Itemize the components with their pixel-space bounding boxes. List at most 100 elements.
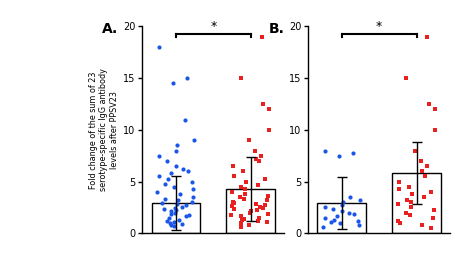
Point xyxy=(181,117,188,122)
Point xyxy=(424,35,431,39)
Point xyxy=(170,81,177,85)
Point xyxy=(394,202,401,206)
Point xyxy=(403,198,411,202)
Point xyxy=(154,190,161,194)
Point xyxy=(179,205,186,209)
Point xyxy=(183,76,191,80)
Point xyxy=(240,197,247,201)
Point xyxy=(411,148,419,153)
Point xyxy=(431,128,439,132)
Point xyxy=(176,192,183,196)
Point xyxy=(408,192,416,196)
Point xyxy=(237,214,245,218)
Point xyxy=(185,213,193,217)
Text: B.: B. xyxy=(268,22,284,36)
Point xyxy=(175,218,182,222)
Point xyxy=(259,206,267,210)
Point xyxy=(188,179,196,184)
Point xyxy=(167,211,174,216)
Point xyxy=(171,206,178,210)
Point xyxy=(431,107,438,111)
Point xyxy=(396,187,403,191)
Point xyxy=(172,208,179,213)
Point xyxy=(407,200,414,204)
Point xyxy=(228,190,236,194)
Point xyxy=(263,220,271,224)
Point xyxy=(167,223,174,227)
Point xyxy=(237,76,244,80)
Text: A.: A. xyxy=(102,22,118,36)
Point xyxy=(261,177,268,182)
Point xyxy=(191,138,198,142)
Point xyxy=(171,210,179,215)
Point xyxy=(346,195,354,199)
Point xyxy=(251,148,259,153)
Point xyxy=(247,209,255,214)
Point xyxy=(239,169,246,173)
Point xyxy=(402,76,410,80)
Point xyxy=(236,195,244,199)
Point xyxy=(158,201,165,205)
Point xyxy=(264,194,272,198)
Point xyxy=(419,169,426,173)
Point xyxy=(155,154,163,158)
Point xyxy=(402,210,410,215)
Point xyxy=(228,213,235,217)
Point xyxy=(182,203,190,207)
Point xyxy=(161,207,168,211)
Y-axis label: Fold change of the sum of 23
serotype-specific IgG antibody
levels after PPSV23: Fold change of the sum of 23 serotype-sp… xyxy=(89,68,118,191)
Point xyxy=(330,218,337,222)
Point xyxy=(237,225,245,229)
Point xyxy=(407,205,415,209)
Point xyxy=(167,209,175,214)
Point xyxy=(321,205,329,209)
Point xyxy=(188,200,196,204)
Point xyxy=(424,164,431,168)
Point xyxy=(167,171,175,175)
Point xyxy=(155,174,163,179)
Point xyxy=(170,220,178,224)
Text: *: * xyxy=(376,20,383,33)
Point xyxy=(329,207,337,211)
Point xyxy=(420,195,428,199)
Text: *: * xyxy=(210,20,217,33)
Point xyxy=(338,209,346,214)
Point xyxy=(428,226,435,230)
Point xyxy=(189,187,196,191)
Point xyxy=(252,202,260,206)
Point xyxy=(253,208,261,213)
Point xyxy=(163,159,171,163)
Point xyxy=(254,183,262,187)
Point xyxy=(171,224,178,228)
Point xyxy=(173,143,181,147)
Point xyxy=(356,198,364,202)
Point xyxy=(245,138,253,142)
Point xyxy=(427,190,434,194)
Point xyxy=(263,198,271,202)
Bar xyxy=(227,189,275,233)
Point xyxy=(319,225,327,229)
Point xyxy=(170,184,178,189)
Point xyxy=(164,177,172,182)
Point xyxy=(230,174,237,179)
Point xyxy=(172,148,180,153)
Point xyxy=(255,216,263,220)
Point xyxy=(418,223,426,227)
Point xyxy=(421,174,429,179)
Point xyxy=(241,192,249,196)
Bar xyxy=(318,203,366,233)
Point xyxy=(395,179,402,184)
Point xyxy=(240,217,248,221)
Point xyxy=(182,214,190,218)
Point xyxy=(333,214,341,218)
Point xyxy=(426,102,433,106)
Point xyxy=(246,210,254,215)
Point xyxy=(246,223,253,227)
Point xyxy=(173,202,181,206)
Point xyxy=(172,164,180,168)
Point xyxy=(258,35,265,39)
Point xyxy=(166,221,174,225)
Point xyxy=(242,179,250,184)
Point xyxy=(396,221,403,225)
Point xyxy=(230,201,237,205)
